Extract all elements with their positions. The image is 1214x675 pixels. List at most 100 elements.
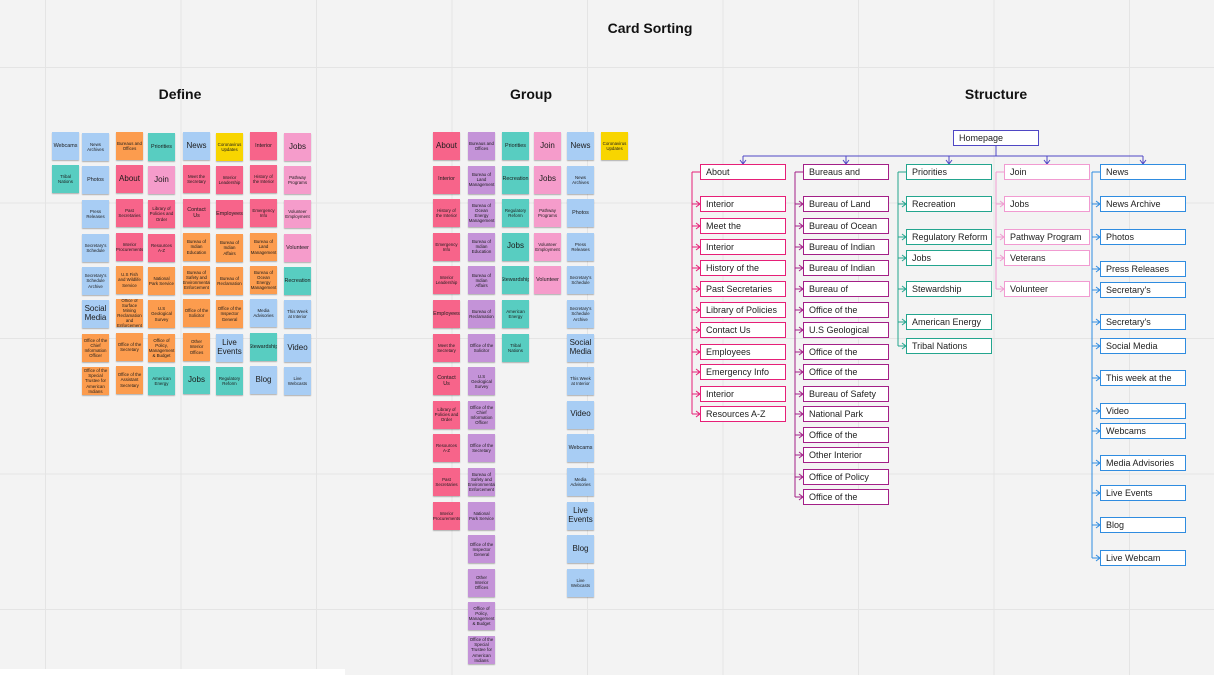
- sticky-note[interactable]: Live Webcasts: [567, 568, 594, 597]
- sticky-note[interactable]: Bureaus and Offices: [468, 132, 495, 160]
- child-node[interactable]: Bureau of: [803, 281, 889, 297]
- sticky-note[interactable]: Photos: [567, 199, 594, 228]
- sticky-note[interactable]: Press Releases: [567, 232, 594, 261]
- sticky-note[interactable]: Interior Leadership: [433, 266, 460, 295]
- child-node[interactable]: Video: [1100, 403, 1186, 419]
- child-node[interactable]: Social Media: [1100, 338, 1186, 354]
- sticky-note[interactable]: Webcams: [567, 434, 594, 463]
- child-node[interactable]: Interior: [700, 196, 786, 212]
- sticky-note[interactable]: News Archives: [567, 165, 594, 194]
- child-node[interactable]: Meet the: [700, 218, 786, 234]
- sticky-note[interactable]: Stewardship: [250, 333, 277, 361]
- sticky-note[interactable]: Tribal Nations: [52, 165, 79, 193]
- child-node[interactable]: Secretary's: [1100, 314, 1186, 330]
- sticky-note[interactable]: Media Advisories: [250, 299, 277, 327]
- sticky-note[interactable]: Resources A-Z: [148, 234, 175, 262]
- sticky-note[interactable]: Office of the Special Trustee for Americ…: [82, 367, 109, 395]
- sticky-note[interactable]: News: [567, 132, 594, 160]
- sticky-note[interactable]: Past Secretaries: [433, 468, 460, 496]
- sticky-note[interactable]: Pathway Programs: [534, 199, 561, 228]
- child-node[interactable]: Media Advisories: [1100, 455, 1186, 471]
- sticky-note[interactable]: Live Events: [216, 334, 243, 362]
- sticky-note[interactable]: Office of Policy, Management & Budget: [148, 334, 175, 362]
- branch-node[interactable]: News: [1100, 164, 1186, 180]
- child-node[interactable]: Office of Policy: [803, 469, 889, 485]
- child-node[interactable]: Bureau of Indian: [803, 239, 889, 255]
- child-node[interactable]: Office of the: [803, 427, 889, 443]
- sticky-note[interactable]: U.S Fish and Wildlife Service: [116, 266, 143, 294]
- sticky-note[interactable]: Library of Policies and Order: [433, 400, 460, 429]
- sticky-note[interactable]: Coronavirus Updates: [601, 132, 628, 160]
- child-node[interactable]: Tribal Nations: [906, 338, 992, 354]
- sticky-note[interactable]: Photos: [82, 166, 109, 194]
- sticky-note[interactable]: Join: [148, 166, 175, 194]
- canvas-scrollbar[interactable]: [0, 669, 345, 675]
- sticky-note[interactable]: Office of the Secretary: [468, 434, 495, 463]
- sticky-note[interactable]: Employees: [433, 300, 460, 328]
- sticky-note[interactable]: Office of the Special Trustee for Americ…: [468, 636, 495, 664]
- sticky-note[interactable]: About: [433, 132, 460, 160]
- sticky-note[interactable]: Office of the Inspector General: [216, 300, 243, 328]
- sticky-note[interactable]: Volunteer Employment: [534, 232, 561, 261]
- child-node[interactable]: Interior: [700, 386, 786, 402]
- child-node[interactable]: Bureau of Indian: [803, 260, 889, 276]
- sticky-note[interactable]: Office of Surface Mining Reclamation and…: [116, 299, 143, 327]
- sticky-note[interactable]: Secretary's Schedule: [567, 266, 594, 295]
- child-node[interactable]: Stewardship: [906, 281, 992, 297]
- sticky-note[interactable]: Secretary's Schedule: [82, 234, 109, 262]
- child-node[interactable]: News Archive: [1100, 196, 1186, 212]
- sticky-note[interactable]: U.S Geological Survey: [148, 300, 175, 328]
- child-node[interactable]: Resources A-Z: [700, 406, 786, 422]
- sticky-note[interactable]: Regulatory Reform: [216, 367, 243, 395]
- sticky-note[interactable]: Tribal Nations: [502, 333, 529, 362]
- sticky-note[interactable]: Secretary's Schedule Archive: [567, 300, 594, 328]
- sticky-note[interactable]: Video: [567, 400, 594, 429]
- sticky-note[interactable]: Recreation: [502, 165, 529, 194]
- sticky-note[interactable]: Stewardship: [502, 266, 529, 295]
- child-node[interactable]: This week at the: [1100, 370, 1186, 386]
- child-node[interactable]: Bureau of Ocean: [803, 218, 889, 234]
- child-node[interactable]: Contact Us: [700, 322, 786, 338]
- sticky-note[interactable]: National Park Service: [148, 267, 175, 295]
- sticky-note[interactable]: Office of the Chief Information Officer: [82, 334, 109, 362]
- sticky-note[interactable]: Bureau of Indian Affairs: [216, 234, 243, 262]
- sticky-note[interactable]: Resources A-Z: [433, 434, 460, 463]
- sticky-note[interactable]: History of the Interior: [250, 165, 277, 193]
- branch-node[interactable]: Priorities: [906, 164, 992, 180]
- sticky-note[interactable]: Meet the Secretary: [183, 165, 210, 193]
- sticky-note[interactable]: Volunteer: [284, 234, 311, 262]
- sticky-note[interactable]: Other Interior Offices: [183, 333, 210, 361]
- sticky-note[interactable]: Interior: [250, 132, 277, 160]
- child-node[interactable]: Jobs: [1004, 196, 1090, 212]
- child-node[interactable]: Interior: [700, 239, 786, 255]
- child-node[interactable]: Volunteer: [1004, 281, 1090, 297]
- sticky-note[interactable]: Contact Us: [183, 199, 210, 227]
- child-node[interactable]: Office of the: [803, 302, 889, 318]
- sticky-note[interactable]: Live Events: [567, 501, 594, 530]
- child-node[interactable]: Office of the: [803, 489, 889, 505]
- sticky-note[interactable]: National Park Service: [468, 501, 495, 530]
- sticky-note[interactable]: Meet the Secretary: [433, 333, 460, 362]
- child-node[interactable]: History of the: [700, 260, 786, 276]
- sticky-note[interactable]: Priorities: [502, 132, 529, 160]
- sticky-note[interactable]: Jobs: [534, 165, 561, 194]
- sticky-note[interactable]: American Energy: [148, 367, 175, 395]
- sticky-note[interactable]: Jobs: [183, 366, 210, 394]
- sticky-note[interactable]: Bureau of Reclamation: [216, 267, 243, 295]
- child-node[interactable]: Secretary's: [1100, 282, 1186, 298]
- sticky-note[interactable]: Jobs: [284, 133, 311, 161]
- sticky-note[interactable]: Media Advisories: [567, 468, 594, 496]
- child-node[interactable]: Other Interior: [803, 447, 889, 463]
- child-node[interactable]: Library of Policies: [700, 302, 786, 318]
- sticky-note[interactable]: Press Releases: [82, 200, 109, 228]
- sticky-note[interactable]: About: [116, 165, 143, 193]
- child-node[interactable]: Photos: [1100, 229, 1186, 245]
- sticky-note[interactable]: Office of the Secretary: [116, 333, 143, 361]
- sticky-note[interactable]: Bureau of Land Management: [250, 233, 277, 261]
- sticky-note[interactable]: Blog: [567, 535, 594, 564]
- sticky-note[interactable]: This Week at Interior: [567, 367, 594, 396]
- sticky-note[interactable]: Volunteer: [534, 266, 561, 295]
- sticky-note[interactable]: Bureau of Ocean Energy Management: [468, 199, 495, 228]
- sticky-note[interactable]: Jobs: [502, 232, 529, 261]
- sticky-note[interactable]: Social Media: [82, 300, 109, 328]
